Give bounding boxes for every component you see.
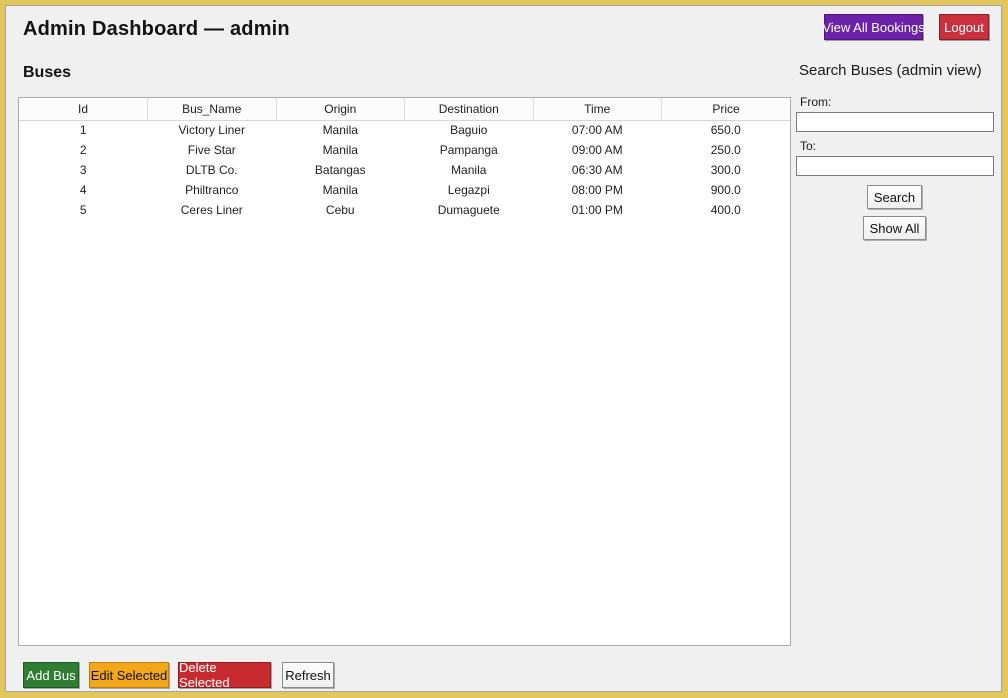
column-header[interactable]: Id [19, 98, 148, 121]
table-row[interactable]: 3 DLTB Co. Batangas Manila 06:30 AM 300.0 [19, 160, 790, 180]
add-bus-button[interactable]: Add Bus [23, 662, 79, 688]
refresh-button[interactable]: Refresh [282, 662, 334, 688]
table-row[interactable]: 5 Ceres Liner Cebu Dumaguete 01:00 PM 400.0 [19, 200, 790, 220]
table-cell: Cebu [276, 200, 405, 220]
table-cell: Batangas [276, 160, 405, 180]
table-cell: 06:30 AM [533, 160, 662, 180]
table-cell: Manila [404, 160, 533, 180]
table-cell: Philtranco [147, 180, 276, 200]
table-cell: 4 [19, 180, 148, 200]
buses-section-title: Buses [23, 64, 72, 81]
table-cell: Manila [276, 180, 405, 200]
table-cell: Five Star [147, 140, 276, 160]
table-cell: 07:00 AM [533, 120, 662, 140]
table-cell: 3 [19, 160, 148, 180]
search-button[interactable]: Search [867, 185, 922, 209]
buses-table-container: Id Bus_Name Origin Destination Time Price 1 Vi… [18, 97, 791, 646]
column-header[interactable]: Price [661, 98, 790, 121]
table-row[interactable]: 2 Five Star Manila Pampanga 09:00 AM 250.0 [19, 140, 790, 160]
column-header[interactable]: Time [533, 98, 662, 121]
column-header[interactable]: Origin [276, 98, 405, 121]
table-cell: Legazpi [404, 180, 533, 200]
table-cell: Manila [276, 120, 405, 140]
column-header[interactable]: Destination [404, 98, 534, 121]
table-cell: 650.0 [661, 120, 790, 140]
to-input[interactable] [796, 156, 994, 176]
table-cell: 300.0 [661, 160, 790, 180]
from-input[interactable] [796, 112, 994, 132]
table-cell: 400.0 [661, 200, 790, 220]
table-row[interactable]: 1 Victory Liner Manila Baguio 07:00 AM 650.0 [19, 120, 790, 140]
search-panel-title: Search Buses (admin view) [799, 62, 982, 79]
page-title: Admin Dashboard — admin [23, 18, 290, 40]
buses-table-header: Id Bus_Name Origin Destination Time Price [19, 98, 790, 121]
delete-selected-button[interactable]: Delete Selected [178, 660, 271, 690]
show-all-button[interactable]: Show All [863, 216, 926, 240]
table-cell: Victory Liner [147, 120, 276, 140]
table-cell: 1 [19, 120, 148, 140]
to-label: To: [800, 139, 817, 153]
table-cell: 2 [19, 140, 148, 160]
table-cell: Baguio [404, 120, 533, 140]
admin-dashboard-window: Admin Dashboard — admin View All Booking… [5, 5, 1002, 692]
column-header[interactable]: Bus_Name [147, 98, 277, 121]
table-cell: 01:00 PM [533, 200, 662, 220]
edit-selected-button[interactable]: Edit Selected [89, 662, 169, 688]
buses-table: Id Bus_Name Origin Destination Time Price 1 Vi… [19, 98, 790, 220]
logout-button[interactable]: Logout [939, 14, 989, 40]
table-cell: 250.0 [661, 140, 790, 160]
table-cell: Manila [276, 140, 405, 160]
table-cell: Dumaguete [404, 200, 533, 220]
table-cell: Ceres Liner [147, 200, 276, 220]
table-cell: 900.0 [661, 180, 790, 200]
table-cell: Pampanga [404, 140, 533, 160]
table-cell: DLTB Co. [147, 160, 276, 180]
table-row[interactable]: 4 Philtranco Manila Legazpi 08:00 PM 900.0 [19, 180, 790, 200]
from-label: From: [800, 95, 832, 109]
table-cell: 09:00 AM [533, 140, 662, 160]
table-cell: 5 [19, 200, 148, 220]
table-cell: 08:00 PM [533, 180, 662, 200]
view-all-bookings-button[interactable]: View All Bookings [822, 14, 925, 40]
